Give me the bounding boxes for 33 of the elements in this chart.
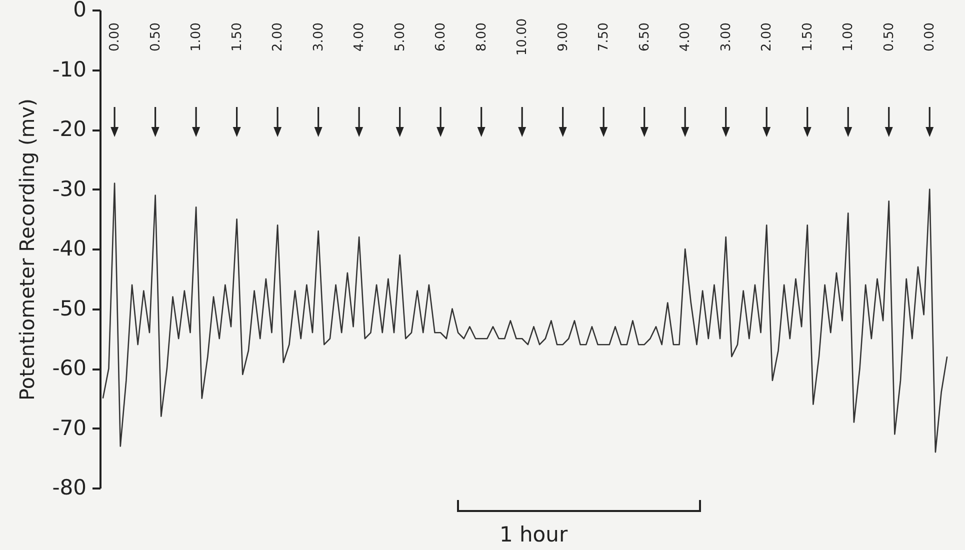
annotation: 8.00 — [474, 22, 490, 52]
annotation: 9.00 — [556, 22, 571, 52]
line-series — [102, 182, 948, 453]
annotation: 7.50 — [596, 22, 612, 52]
annotation: 1.00 — [841, 22, 856, 52]
y-tick-label: -30 — [52, 176, 86, 201]
annotation: 1.50 — [230, 22, 245, 52]
annotation: 4.00 — [678, 22, 694, 52]
y-axis-title: Potentiometer Recording (mv) — [15, 98, 40, 400]
y-tick-label: -70 — [52, 416, 86, 440]
annotation: 3.00 — [718, 22, 734, 52]
y-tick-label: 0 — [73, 0, 86, 22]
annotation: 2.00 — [760, 22, 775, 52]
annotation: 0.00 — [108, 22, 123, 52]
annotation: 5.00 — [392, 22, 408, 52]
annotation: 6.50 — [637, 22, 652, 52]
y-tick-label: -20 — [52, 117, 86, 141]
y-tick-label: -50 — [52, 296, 86, 320]
annotation: 2.00 — [270, 22, 286, 52]
annotation: 4.00 — [352, 22, 368, 52]
annotation: 3.00 — [311, 22, 326, 52]
annotation: 10.00 — [515, 18, 530, 56]
y-tick-label: -10 — [52, 57, 86, 82]
annotation: 1.50 — [800, 22, 816, 52]
annotation: 6.00 — [434, 22, 449, 52]
y-tick-label: -80 — [52, 476, 86, 500]
x-axis-title: 1 hour — [499, 522, 568, 546]
annotation: 0.00 — [922, 22, 938, 52]
annotation: 0.50 — [882, 22, 897, 52]
y-tick-label: -40 — [52, 236, 86, 260]
y-tick-label: -60 — [52, 356, 86, 380]
annotation: 0.50 — [148, 22, 164, 52]
annotation: 1.00 — [189, 22, 204, 52]
